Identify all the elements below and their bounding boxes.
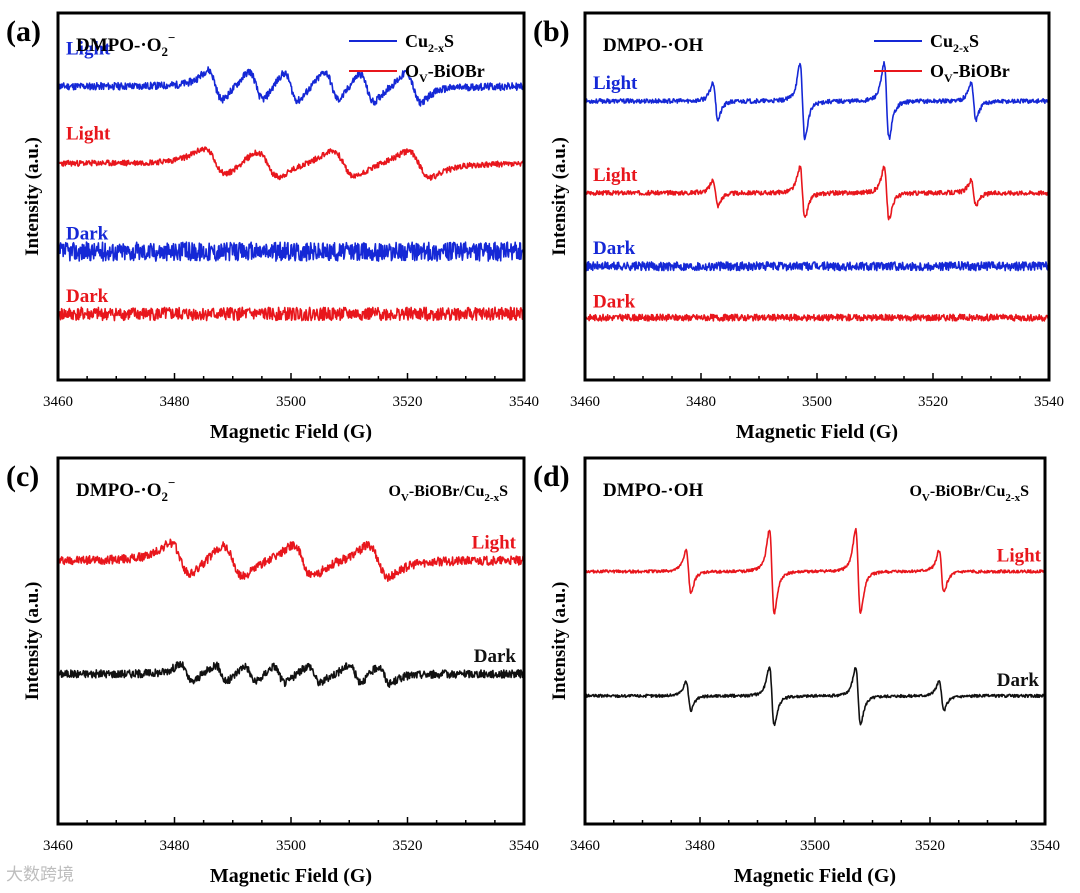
- x-tick-label: 3540: [509, 838, 539, 854]
- sample-legend: OV-BiOBr/Cu2-xS: [388, 483, 508, 504]
- panel-letter: (d): [533, 460, 570, 493]
- x-tick-label: 3460: [570, 838, 600, 854]
- plot-frame: [56, 456, 526, 826]
- x-axis-label: Magnetic Field (G): [210, 421, 372, 443]
- species-label: DMPO-·O2−: [76, 475, 175, 504]
- panel-a: Light Light Dark Dark 3460 3480 3500 3520 3540 Ma…: [6, 11, 539, 443]
- curve-label-dark: Dark: [593, 292, 636, 313]
- panel-letter: (a): [6, 15, 41, 48]
- legend-entry: OV-BiOBr: [405, 61, 485, 85]
- y-axis-label: Intensity (a.u.): [549, 137, 570, 256]
- x-tick-label: 3460: [43, 838, 73, 854]
- x-tick-label: 3520: [393, 838, 423, 854]
- trace-dark-2: [57, 241, 525, 262]
- y-axis-label: Intensity (a.u.): [22, 137, 43, 256]
- panel-c: Light Dark 3460 3480 3500 3520 3540 Magnetic Fi…: [6, 456, 539, 887]
- x-axis-label: Magnetic Field (G): [210, 865, 372, 887]
- curve-label-light: Light: [66, 123, 111, 144]
- curve-label-light: Light: [593, 73, 638, 94]
- trace-dark-1: [584, 666, 1046, 727]
- curve-label-dark: Dark: [474, 646, 517, 667]
- watermark: 大数跨境: [6, 865, 74, 885]
- x-tick-label: 3460: [43, 394, 73, 410]
- sample-legend: OV-BiOBr/Cu2-xS: [909, 483, 1029, 504]
- curve-label-dark: Dark: [997, 670, 1040, 691]
- trace-dark-2: [584, 261, 1050, 272]
- panel-letter: (c): [6, 460, 39, 493]
- curve-label-light: Light: [66, 38, 111, 59]
- trace-light-1: [584, 165, 1050, 221]
- trace-light-0: [584, 60, 1050, 141]
- x-tick-label: 3500: [800, 838, 830, 854]
- x-tick-label: 3540: [1034, 394, 1064, 410]
- trace-dark-3: [57, 306, 525, 322]
- x-tick-label: 3500: [276, 394, 306, 410]
- x-tick-label: 3480: [686, 394, 716, 410]
- x-tick-label: 3520: [393, 394, 423, 410]
- species-label: DMPO-·O2−: [76, 30, 175, 59]
- curve-label-dark: Dark: [66, 286, 109, 307]
- x-tick-label: 3500: [276, 838, 306, 854]
- panel-b: Light Light Dark Dark 3460 3480 3500 3520 3540 Ma…: [533, 11, 1064, 443]
- trace-light-1: [57, 146, 525, 181]
- x-axis-label: Magnetic Field (G): [736, 421, 898, 443]
- trace-dark-3: [584, 313, 1050, 322]
- curve-label-dark: Dark: [66, 224, 109, 245]
- species-label: DMPO-·OH: [603, 480, 703, 501]
- trace-dark-1: [57, 660, 525, 688]
- x-axis-label: Magnetic Field (G): [734, 865, 896, 887]
- trace-light-0: [584, 527, 1046, 615]
- legend-entry: Cu2-xS: [405, 31, 454, 55]
- x-tick-label: 3480: [160, 394, 190, 410]
- x-tick-label: 3540: [509, 394, 539, 410]
- x-tick-label: 3500: [802, 394, 832, 410]
- x-tick-label: 3460: [570, 394, 600, 410]
- x-tick-label: 3540: [1030, 838, 1060, 854]
- trace-light-0: [57, 538, 525, 582]
- panel-d: Light Dark 3460 3480 3500 3520 3540 Magnetic Fi…: [533, 456, 1060, 887]
- trace-light-0: [57, 66, 525, 107]
- plot-frame: [583, 456, 1047, 826]
- curve-label-light: Light: [997, 545, 1042, 566]
- y-axis-label: Intensity (a.u.): [549, 582, 570, 701]
- legend-entry: OV-BiOBr: [930, 61, 1010, 85]
- species-label: DMPO-·OH: [603, 35, 703, 56]
- curve-label-light: Light: [593, 165, 638, 186]
- x-tick-label: 3520: [915, 838, 945, 854]
- x-tick-label: 3520: [918, 394, 948, 410]
- x-tick-label: 3480: [685, 838, 715, 854]
- legend-entry: Cu2-xS: [930, 31, 979, 55]
- y-axis-label: Intensity (a.u.): [22, 582, 43, 701]
- panel-letter: (b): [533, 15, 570, 48]
- curve-label-dark: Dark: [593, 238, 636, 259]
- curve-label-light: Light: [472, 532, 517, 553]
- x-tick-label: 3480: [160, 838, 190, 854]
